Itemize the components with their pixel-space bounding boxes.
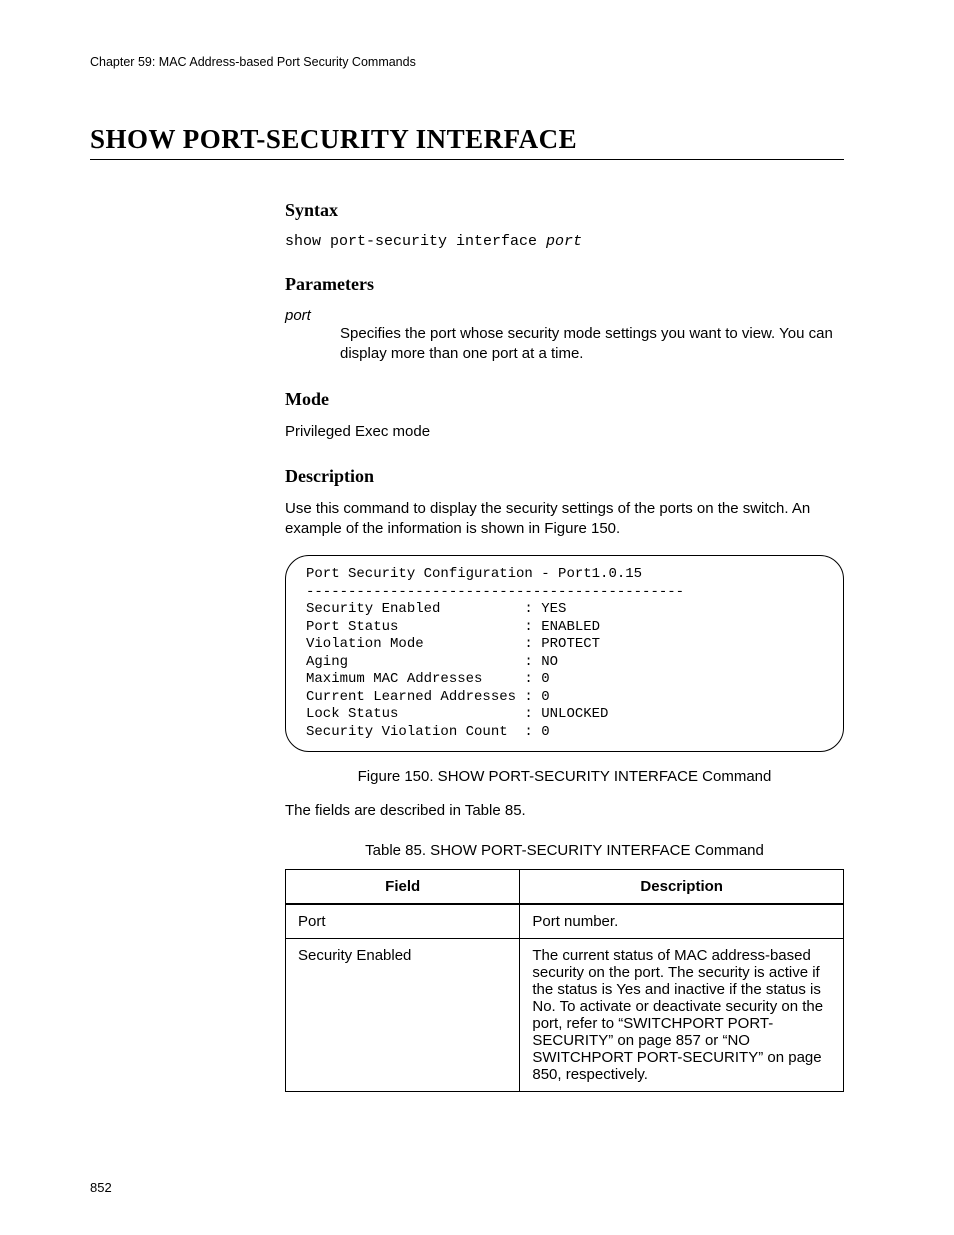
figure-caption: Figure 150. SHOW PORT-SECURITY INTERFACE… xyxy=(285,768,844,785)
td-description: Port number. xyxy=(520,904,844,939)
param-desc: Specifies the port whose security mode s… xyxy=(340,324,844,365)
table-row: Port Port number. xyxy=(286,904,844,939)
mode-text: Privileged Exec mode xyxy=(285,422,844,442)
th-description: Description xyxy=(520,869,844,904)
th-field: Field xyxy=(286,869,520,904)
example-output-box: Port Security Configuration - Port1.0.15… xyxy=(285,555,844,752)
td-field: Security Enabled xyxy=(286,938,520,1091)
description-intro: Use this command to display the security… xyxy=(285,499,844,540)
fields-table: Field Description Port Port number. Secu… xyxy=(285,869,844,1092)
mode-heading: Mode xyxy=(285,389,844,410)
table-row: Security Enabled The current status of M… xyxy=(286,938,844,1091)
td-field: Port xyxy=(286,904,520,939)
syntax-base: show port-security interface xyxy=(285,233,546,250)
table-header-row: Field Description xyxy=(286,869,844,904)
content-body: Syntax show port-security interface port… xyxy=(285,200,844,785)
command-title: SHOW PORT-SECURITY INTERFACE xyxy=(90,124,844,160)
syntax-heading: Syntax xyxy=(285,200,844,221)
parameters-heading: Parameters xyxy=(285,274,844,295)
td-description: The current status of MAC address-based … xyxy=(520,938,844,1091)
description-heading: Description xyxy=(285,466,844,487)
table-block: Table 85. SHOW PORT-SECURITY INTERFACE C… xyxy=(285,842,844,1092)
fields-described-text: The fields are described in Table 85. xyxy=(285,801,844,821)
syntax-command: show port-security interface port xyxy=(285,233,844,250)
table-caption: Table 85. SHOW PORT-SECURITY INTERFACE C… xyxy=(285,842,844,859)
page-container: Chapter 59: MAC Address-based Port Secur… xyxy=(0,0,954,1235)
syntax-param: port xyxy=(546,233,582,250)
page-number: 852 xyxy=(90,1180,112,1195)
param-name: port xyxy=(285,307,844,324)
running-header: Chapter 59: MAC Address-based Port Secur… xyxy=(90,55,844,69)
